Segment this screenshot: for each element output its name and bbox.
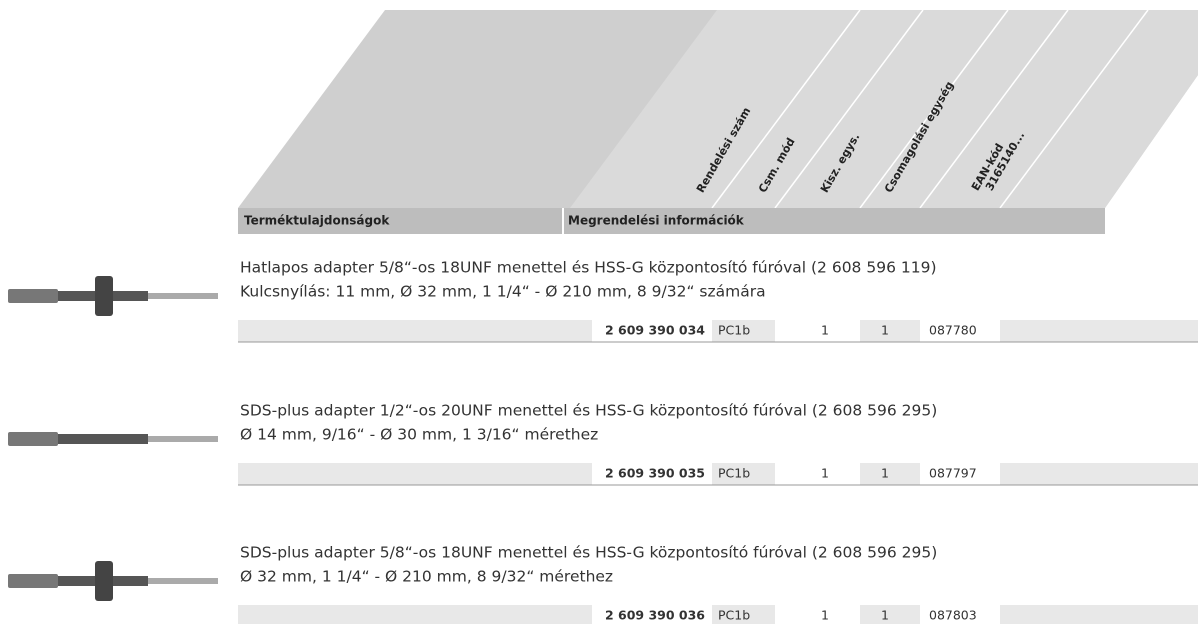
page: Terméktulajdonságok Megrendelési informá… bbox=[0, 0, 1198, 624]
unit: 1 bbox=[821, 466, 829, 481]
left-title: Terméktulajdonságok bbox=[244, 214, 390, 228]
tool-nut bbox=[95, 561, 113, 601]
unit: 1 bbox=[821, 608, 829, 623]
pack: 1 bbox=[881, 608, 889, 623]
unit: 1 bbox=[821, 323, 829, 338]
tool-shank bbox=[8, 432, 58, 446]
mode: PC1b bbox=[718, 608, 750, 623]
mode: PC1b bbox=[718, 323, 750, 338]
tool-drill bbox=[148, 293, 218, 299]
ean: 087797 bbox=[929, 466, 977, 481]
order-number: 2 609 390 035 bbox=[605, 466, 705, 481]
ean: 087803 bbox=[929, 608, 977, 623]
order-number: 2 609 390 034 bbox=[605, 323, 705, 338]
row-cell bbox=[1000, 320, 1198, 342]
tool-body bbox=[58, 434, 148, 444]
tool-drill bbox=[148, 436, 218, 442]
tool-shank bbox=[8, 574, 58, 588]
tool-shank bbox=[8, 289, 58, 303]
order-number: 2 609 390 036 bbox=[605, 608, 705, 623]
right-title: Megrendelési információk bbox=[568, 214, 745, 228]
row-cell bbox=[775, 320, 860, 342]
ean: 087780 bbox=[929, 323, 977, 338]
row-cell bbox=[775, 463, 860, 485]
description: Ø 14 mm, 9/16“ - Ø 30 mm, 1 3/16“ méreth… bbox=[240, 426, 598, 444]
row-cell bbox=[238, 320, 592, 342]
tool-nut bbox=[95, 276, 113, 316]
description: Ø 32 mm, 1 1/4“ - Ø 210 mm, 8 9/32“ mére… bbox=[240, 568, 613, 586]
row-cell bbox=[1000, 463, 1198, 485]
description: SDS-plus adapter 1/2“-os 20UNF menettel … bbox=[240, 402, 937, 420]
row-cell bbox=[238, 605, 592, 624]
description: SDS-plus adapter 5/8“-os 18UNF menettel … bbox=[240, 544, 937, 562]
mode: PC1b bbox=[718, 466, 750, 481]
pack: 1 bbox=[881, 466, 889, 481]
row-cell bbox=[238, 463, 592, 485]
row-cell bbox=[775, 605, 860, 624]
description: Hatlapos adapter 5/8“-os 18UNF menettel … bbox=[240, 259, 937, 277]
description: Kulcsnyílás: 11 mm, Ø 32 mm, 1 1/4“ - Ø … bbox=[240, 283, 766, 301]
pack: 1 bbox=[881, 323, 889, 338]
tool-drill bbox=[148, 578, 218, 584]
row-cell bbox=[860, 605, 920, 624]
row-cell bbox=[1000, 605, 1198, 624]
row-cell bbox=[860, 463, 920, 485]
row-cell bbox=[860, 320, 920, 342]
